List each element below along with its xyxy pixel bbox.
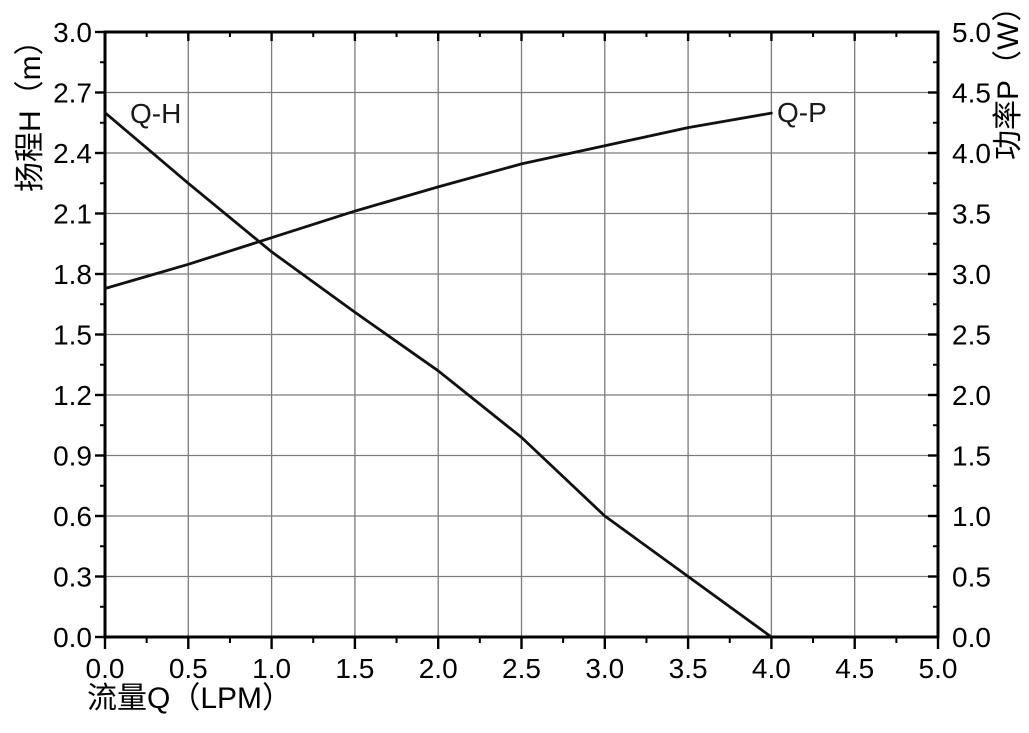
- right-tick-label: 2.0: [952, 380, 991, 411]
- right-tick-label: 1.5: [952, 441, 991, 472]
- right-tick-label: 4.0: [952, 138, 991, 169]
- right-tick-label: 2.5: [952, 320, 991, 351]
- x-tick-label: 2.5: [502, 653, 541, 684]
- right-tick-label: 0.5: [952, 562, 991, 593]
- right-tick-label: 5.0: [952, 17, 991, 48]
- left-tick-label: 0.6: [53, 501, 92, 532]
- x-tick-label: 0.5: [169, 653, 208, 684]
- x-tick-label: 1.5: [335, 653, 374, 684]
- x-tick-label: 0.0: [86, 653, 125, 684]
- left-axis-title: 扬程H（m）: [14, 25, 47, 192]
- x-tick-label: 2.0: [419, 653, 458, 684]
- left-tick-label: 1.5: [53, 320, 92, 351]
- x-tick-label: 5.0: [919, 653, 958, 684]
- left-tick-label: 1.8: [53, 259, 92, 290]
- plot-frame: [103, 30, 940, 639]
- x-axis-title: 流量Q（LPM）: [87, 682, 293, 715]
- right-tick-label: 4.5: [952, 78, 991, 109]
- left-tick-label: 2.4: [53, 138, 92, 169]
- qh-curve: [103, 111, 773, 639]
- x-tick-label: 1.0: [252, 653, 291, 684]
- right-tick-label: 3.5: [952, 199, 991, 230]
- left-tick-label: 0.3: [53, 562, 92, 593]
- x-tick-label: 3.0: [585, 653, 624, 684]
- qh-curve-label: Q-H: [130, 98, 182, 129]
- right-axis-title: 功率P（W）: [992, 0, 1025, 160]
- left-tick-label: 3.0: [53, 17, 92, 48]
- left-tick-label: 2.7: [53, 78, 92, 109]
- right-tick-label: 1.0: [952, 501, 991, 532]
- right-tick-label: 3.0: [952, 259, 991, 290]
- right-tick-label: 0.0: [952, 622, 991, 653]
- x-tick-label: 4.0: [752, 653, 791, 684]
- qp-curve-label: Q-P: [777, 97, 827, 128]
- x-tick-label: 3.5: [669, 653, 708, 684]
- left-tick-label: 0.0: [53, 622, 92, 653]
- x-tick-label: 4.5: [835, 653, 874, 684]
- left-tick-label: 0.9: [53, 441, 92, 472]
- left-tick-label: 1.2: [53, 380, 92, 411]
- qp-curve: [103, 111, 773, 290]
- left-tick-label: 2.1: [53, 199, 92, 230]
